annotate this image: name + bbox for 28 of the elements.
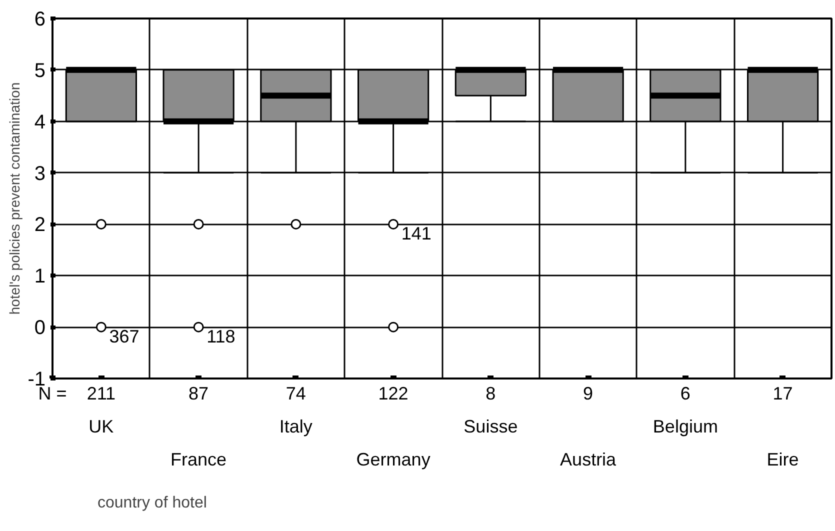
y-tick-label: 4 <box>34 111 46 134</box>
annotation: 122 <box>378 384 408 404</box>
y-tick-label: 0 <box>34 317 46 340</box>
annotation: 6 <box>680 384 690 404</box>
x-tick-label: France <box>170 450 227 470</box>
annotation: 141 <box>401 224 432 244</box>
annotation: 211 <box>86 384 116 404</box>
x-tick-label: Austria <box>560 450 618 470</box>
annotation: 8 <box>486 384 496 404</box>
annotation: 74 <box>286 384 306 404</box>
annotation: 367 <box>109 326 140 347</box>
y-tick-label: 6 <box>34 8 46 30</box>
annotation: 17 <box>772 384 793 404</box>
y-tick-label: 5 <box>34 60 46 82</box>
annotation: 87 <box>188 384 209 404</box>
annotation: 118 <box>206 326 236 347</box>
x-tick-label: Belgium <box>652 416 718 436</box>
x-tick-label: Suisse <box>464 416 518 436</box>
y-tick-label: 2 <box>34 214 46 236</box>
y-tick-label: 1 <box>34 266 46 288</box>
x-tick-label: UK <box>88 416 114 436</box>
x-tick-label: Germany <box>356 450 430 470</box>
y-tick-label: 3 <box>34 162 46 185</box>
x-tick-label: Eire <box>766 450 799 470</box>
annotation: 9 <box>583 384 594 404</box>
y-axis-title: hotel's policies prevent contamination <box>6 82 23 315</box>
x-tick-label: Italy <box>279 416 312 436</box>
x-axis-title: country of hotel <box>98 494 207 512</box>
